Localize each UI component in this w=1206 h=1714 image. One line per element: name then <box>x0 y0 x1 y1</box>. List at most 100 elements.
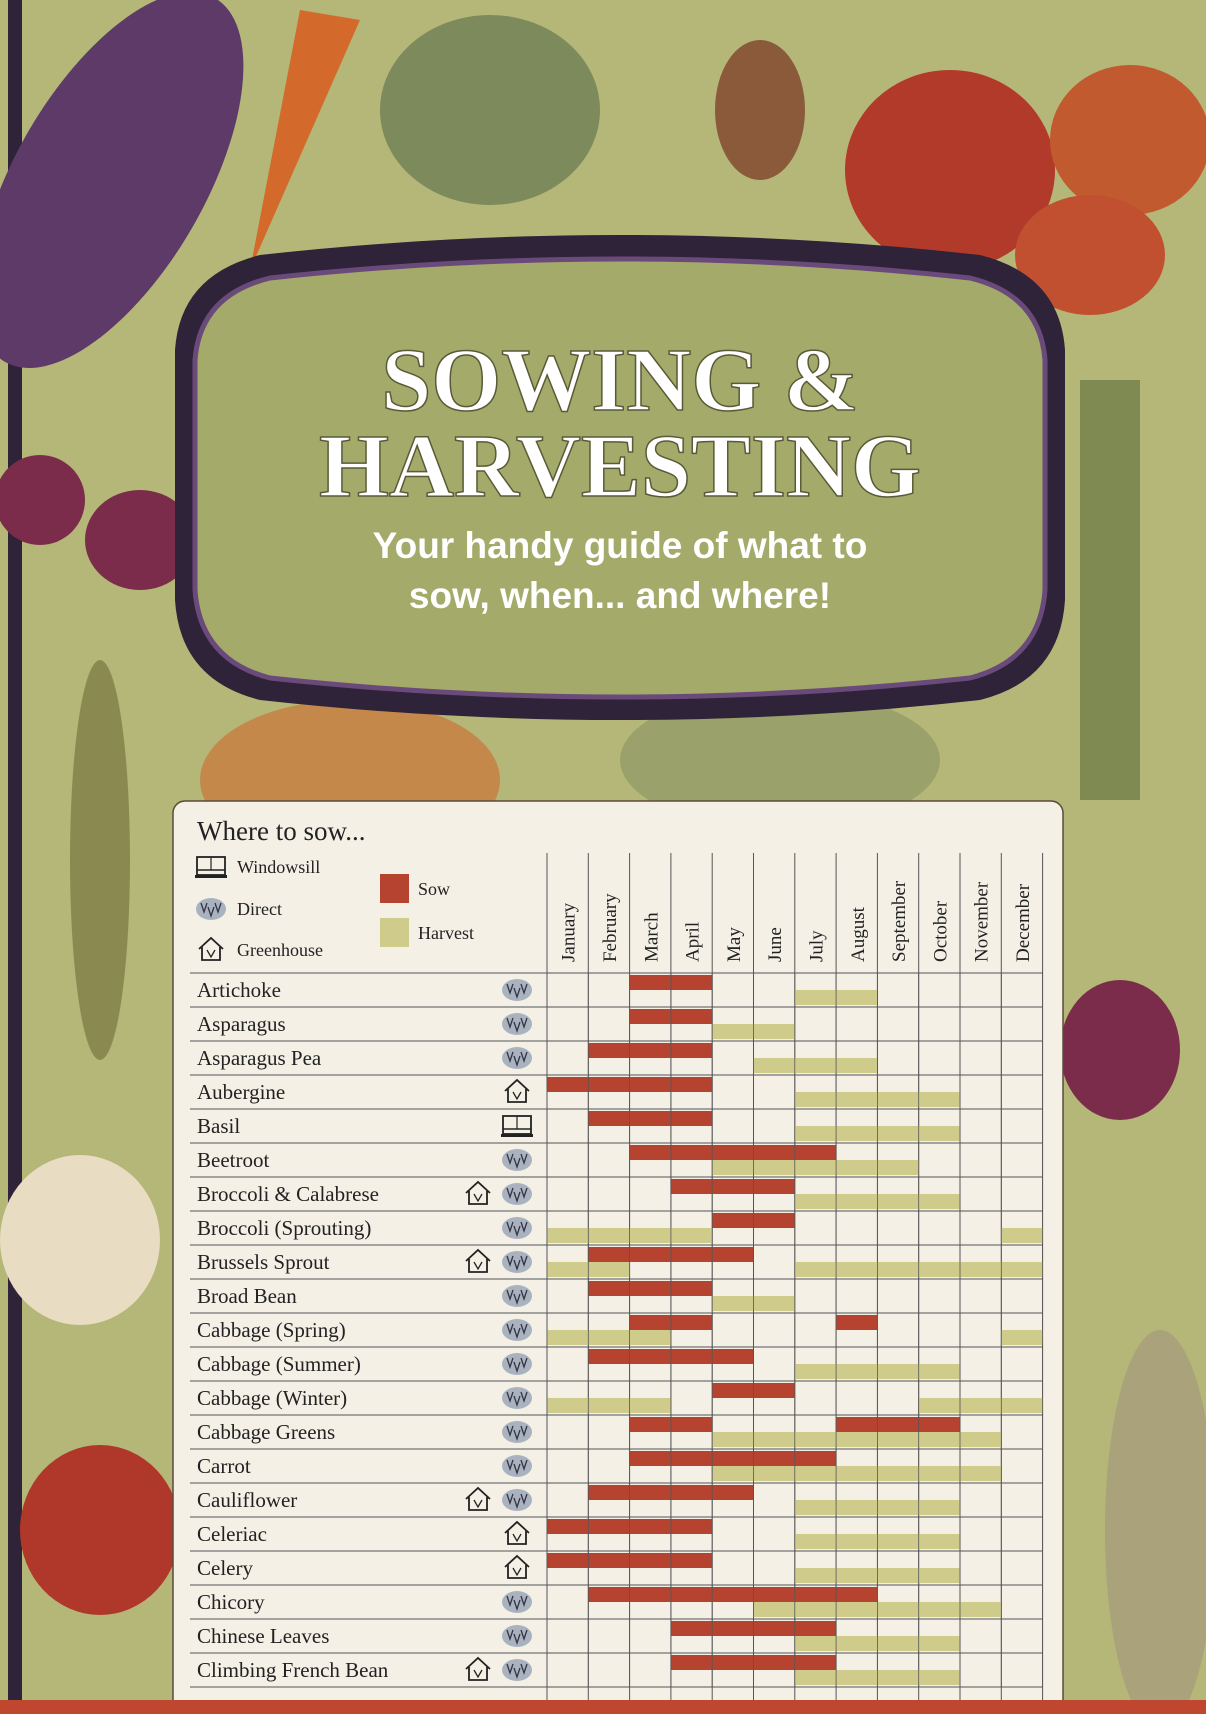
harvest-bar <box>877 1092 919 1107</box>
pea-pod <box>70 660 130 1060</box>
location-icon <box>502 1149 532 1171</box>
harvest-bar <box>547 1228 589 1243</box>
crop-name: Cabbage (Summer) <box>197 1352 361 1376</box>
legend-swatch <box>380 918 409 947</box>
location-icon <box>504 1078 530 1103</box>
icon-soil <box>502 1387 532 1409</box>
harvest-bar <box>836 1534 878 1549</box>
crop-name: Asparagus Pea <box>197 1046 322 1070</box>
icon-v <box>512 1091 522 1101</box>
harvest-bar <box>1001 1398 1043 1413</box>
sow-bar <box>670 1485 713 1500</box>
harvest-bar <box>588 1228 630 1243</box>
location-icon <box>465 1486 491 1511</box>
sow-bar <box>629 1281 671 1296</box>
sow-bar <box>588 1077 630 1092</box>
harvest-bar <box>753 1024 795 1039</box>
icon-soil <box>502 1217 532 1239</box>
harvest-bar <box>877 1670 919 1685</box>
subtitle-line: sow, when... and where! <box>409 575 831 616</box>
sow-bar <box>670 1179 713 1194</box>
location-icon <box>196 898 226 920</box>
harvest-bar <box>836 1432 878 1447</box>
harvest-bar <box>877 1262 919 1277</box>
icon-soil <box>502 1421 532 1443</box>
sow-bar <box>670 1655 713 1670</box>
harvest-bar <box>753 1058 795 1073</box>
harvest-bar <box>794 1058 837 1073</box>
sow-bar <box>629 1417 671 1432</box>
sow-bar <box>670 1145 713 1160</box>
crop-name: Cabbage (Spring) <box>197 1318 346 1342</box>
harvest-bar <box>794 1602 837 1617</box>
sow-bar <box>629 1485 671 1500</box>
sow-bar <box>794 1621 837 1636</box>
sow-bar <box>670 1553 713 1568</box>
sow-bar <box>670 975 713 990</box>
crop-name: Asparagus <box>197 1012 286 1036</box>
sow-bar <box>629 1247 671 1262</box>
sow-bar <box>712 1247 754 1262</box>
location-icon <box>502 1013 532 1035</box>
title-line: SOWING & <box>381 331 859 430</box>
crop-name: Chinese Leaves <box>197 1624 329 1648</box>
harvest-bar <box>836 1092 878 1107</box>
location-icon <box>502 1047 532 1069</box>
location-icon <box>465 1180 491 1205</box>
location-icon <box>195 856 227 878</box>
icon-soil <box>196 898 226 920</box>
tomatoes <box>715 40 805 180</box>
icon-sprouts <box>506 1221 528 1238</box>
sow-bar <box>877 1417 919 1432</box>
month-label: August <box>848 906 869 962</box>
harvest-bar <box>712 1024 754 1039</box>
harvest-bar <box>960 1432 1002 1447</box>
harvest-bar <box>836 1670 878 1685</box>
sow-bar <box>753 1655 795 1670</box>
icon-sprouts <box>506 1289 528 1306</box>
tomato <box>845 70 1055 270</box>
sow-bar <box>712 1383 754 1398</box>
artichoke <box>380 15 600 205</box>
legend-label: Greenhouse <box>237 940 323 960</box>
sow-bar <box>836 1417 878 1432</box>
sow-bar <box>629 1111 671 1126</box>
harvest-bar <box>877 1364 919 1379</box>
harvest-bar <box>794 1670 837 1685</box>
sow-bar <box>712 1621 754 1636</box>
crop-name: Cabbage (Winter) <box>197 1386 347 1410</box>
sow-bar <box>670 1349 713 1364</box>
location-icon <box>502 1285 532 1307</box>
harvest-bar <box>794 1364 837 1379</box>
sow-bar <box>918 1417 960 1432</box>
icon-house <box>465 1180 491 1205</box>
harvest-bar <box>547 1262 589 1277</box>
harvest-bar <box>1001 1228 1043 1243</box>
sow-bar <box>670 1043 713 1058</box>
sow-bar <box>588 1247 630 1262</box>
sow-bar <box>794 1655 837 1670</box>
harvest-bar <box>712 1432 754 1447</box>
carrot <box>250 10 360 270</box>
icon-house <box>465 1656 491 1681</box>
harvest-bar <box>960 1262 1002 1277</box>
icon-sprouts <box>506 1323 528 1340</box>
month-label: March <box>641 912 662 962</box>
harvest-bar <box>918 1568 960 1583</box>
sow-bar <box>836 1587 878 1602</box>
harvest-bar <box>794 1432 837 1447</box>
harvest-bar <box>547 1398 589 1413</box>
harvest-bar <box>836 1466 878 1481</box>
icon-soil <box>502 1183 532 1205</box>
sow-bar <box>588 1553 630 1568</box>
icon-sprouts <box>506 1425 528 1442</box>
harvest-bar <box>836 1058 878 1073</box>
sow-bar <box>629 1043 671 1058</box>
harvest-bar <box>794 1500 837 1515</box>
harvest-bar <box>670 1228 713 1243</box>
harvest-bar <box>547 1330 589 1345</box>
sow-bar <box>629 1553 671 1568</box>
harvest-bar <box>836 1194 878 1209</box>
icon-sprouts <box>506 1357 528 1374</box>
sow-bar <box>629 1077 671 1092</box>
